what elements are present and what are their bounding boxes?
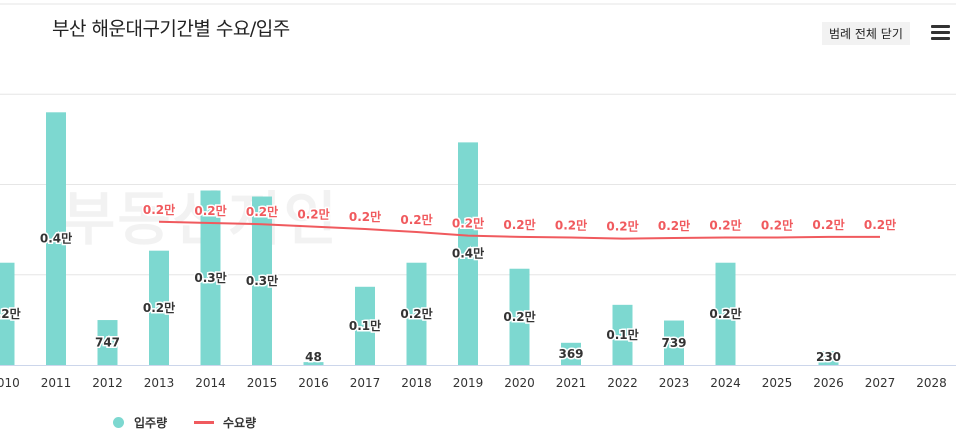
x-tick-label: 2023 — [659, 376, 690, 390]
supply-data-label: 739 — [661, 336, 686, 350]
demand-data-label: 0.2만 — [503, 217, 535, 232]
supply-data-label: 0.2만 — [709, 306, 741, 321]
hamburger-menu-icon[interactable] — [931, 25, 950, 40]
supply-data-label: 0.3만 — [246, 273, 278, 288]
demand-series-line — [158, 220, 880, 240]
supply-bar — [561, 342, 581, 365]
legend-item-demand[interactable]: 수요량 — [194, 414, 256, 431]
demand-data-label: 0.2만 — [246, 204, 278, 219]
supply-bar — [149, 250, 169, 365]
demand-legend-marker — [194, 421, 214, 424]
supply-bar — [612, 304, 633, 365]
x-tick-label: 2021 — [556, 376, 587, 390]
supply-data-label: 230 — [816, 350, 841, 364]
x-tick-label: 2013 — [144, 376, 175, 390]
x-tick-label: 2024 — [710, 376, 741, 390]
x-axis: 2010 2011 2012 2013 2014 2015 2016 2017 2018 2019… — [0, 365, 956, 390]
legend-toggle-button[interactable]: 범례 전체 닫기 — [822, 22, 910, 45]
supply-bar — [200, 190, 221, 365]
demand-data-label: 0.2만 — [400, 212, 432, 227]
x-tick-label: 2020 — [504, 376, 535, 390]
supply-data-label: 0.1만 — [349, 318, 381, 333]
supply-bars — [0, 112, 839, 365]
x-tick-label: 2026 — [813, 376, 844, 390]
supply-bar — [406, 262, 427, 365]
x-tick-label: 2010 — [0, 376, 20, 390]
supply-data-labels: 0.2만 0.4만 747 0.2만 0.3만 0.3만 48 0.1만 0.2만 0.4만 0.2… — [0, 229, 843, 365]
x-tick-label: 2025 — [762, 376, 793, 390]
supply-data-label: 48 — [305, 350, 322, 364]
x-tick-label: 2017 — [350, 376, 381, 390]
legend-label-demand: 수요량 — [223, 416, 257, 430]
demand-data-label: 0.2만 — [709, 217, 741, 232]
watermark-logo: 부동산지인 — [62, 185, 339, 253]
supply-bar — [0, 262, 15, 365]
supply-bar — [355, 286, 375, 365]
supply-data-label: 0.2만 — [400, 306, 432, 321]
supply-bar — [715, 262, 736, 365]
supply-data-label: 0.2만 — [0, 306, 21, 321]
legend-item-supply[interactable]: 입주량 — [113, 414, 167, 431]
supply-bar — [664, 320, 684, 365]
demand-data-label: 0.2만 — [349, 209, 381, 224]
supply-data-label: 0.4만 — [452, 246, 484, 261]
supply-legend-marker — [113, 417, 124, 428]
demand-data-label: 0.2만 — [297, 207, 329, 222]
demand-line — [158, 220, 880, 240]
demand-data-label: 0.2만 — [452, 216, 484, 231]
demand-data-label: 0.2만 — [194, 203, 226, 218]
legend-label-supply: 입주량 — [134, 416, 168, 430]
chart-legend: 입주량 수요량 — [0, 414, 956, 434]
demand-data-label: 0.2만 — [658, 218, 690, 233]
supply-bar — [509, 268, 530, 365]
supply-data-label: 369 — [558, 347, 583, 361]
supply-bar — [818, 351, 839, 365]
x-tick-label: 2014 — [195, 376, 226, 390]
x-tick-label: 2019 — [453, 376, 484, 390]
demand-data-label: 0.2만 — [606, 219, 638, 234]
x-tick-label: 2016 — [298, 376, 329, 390]
supply-data-label: 0.2만 — [503, 309, 535, 324]
supply-data-label: 0.1만 — [606, 327, 638, 342]
x-tick-label: 2018 — [401, 376, 432, 390]
supply-data-label: 747 — [95, 336, 120, 350]
supply-bar — [97, 320, 118, 365]
supply-data-label: 0.4만 — [40, 231, 72, 246]
demand-data-label: 0.2만 — [555, 217, 587, 232]
x-tick-label: 2022 — [607, 376, 638, 390]
supply-bar — [303, 362, 324, 365]
supply-data-label: 0.2만 — [143, 300, 175, 315]
x-tick-label: 2027 — [865, 376, 896, 390]
demand-data-label: 0.2만 — [761, 217, 793, 232]
chart-plot: 0.2만 0.4만 747 0.2만 0.3만 0.3만 48 0.1만 0.2만 0.4만 0.2… — [0, 3, 956, 390]
chart-title: 부산 해운대구기간별 수요/입주 — [52, 18, 290, 40]
supply-data-label: 0.3만 — [194, 270, 226, 285]
supply-bar — [46, 112, 66, 365]
supply-bar — [458, 142, 478, 365]
demand-data-label: 0.2만 — [143, 202, 175, 217]
demand-data-label: 0.2만 — [864, 217, 896, 232]
x-tick-label: 2015 — [247, 376, 278, 390]
supply-bar — [252, 196, 272, 365]
x-tick-label: 2028 — [916, 376, 947, 390]
x-tick-label: 2012 — [92, 376, 123, 390]
demand-data-label: 0.2만 — [812, 217, 844, 232]
demand-data-labels: 0.2만 0.2만 0.2만 0.2만 0.2만 0.2만 0.2만 0.2만 0.2만 0.2만… — [141, 200, 897, 235]
x-tick-label: 2011 — [41, 376, 72, 390]
